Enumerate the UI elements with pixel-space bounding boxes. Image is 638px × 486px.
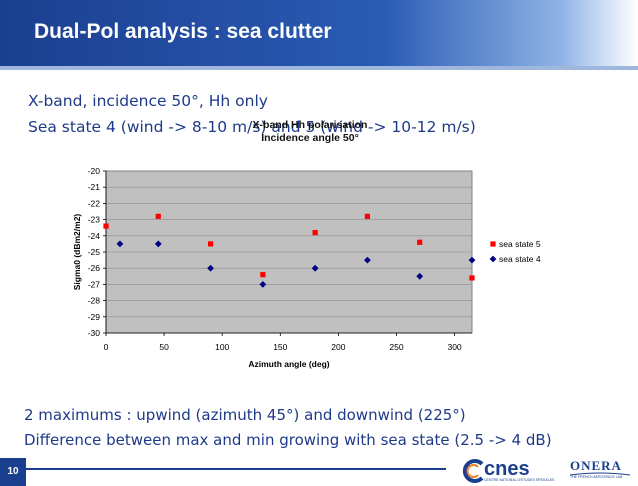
point-series-1 (417, 239, 423, 245)
cnes-logo-icon (462, 459, 484, 483)
intro-line-2: Sea state 4 (wind -> 8-10 m/s) and 5 (wi… (28, 118, 476, 136)
legend-marker-series-1 (490, 241, 496, 247)
onera-logo-text: ONERA (570, 458, 622, 473)
x-tick-label: 300 (447, 342, 461, 352)
y-tick-label: -22 (88, 198, 101, 208)
x-tick-label: 100 (215, 342, 229, 352)
point-series-2 (416, 272, 424, 280)
onera-logo-subtitle: THE FRENCH AEROSPACE LAB (570, 475, 623, 479)
y-axis-label: Sigma0 (dBm2/m2) (72, 214, 82, 291)
legend-label-series-2: sea state 4 (499, 254, 541, 264)
title-separator (0, 66, 638, 70)
point-series-2 (154, 240, 162, 248)
point-series-1 (312, 229, 318, 236)
point-series-2 (364, 256, 371, 264)
cnes-logo-text: cnes (484, 458, 530, 480)
intro-line-1: X-band, incidence 50°, Hh only (28, 92, 268, 110)
cnes-logo: cnes CENTRE NATIONAL D'ÉTUDES SPATIALES (462, 458, 558, 486)
x-tick-label: 50 (159, 342, 169, 352)
point-series-1 (103, 223, 109, 229)
footer-line (26, 468, 446, 470)
title-bar: Dual-Pol analysis : sea clutter (0, 0, 638, 66)
y-tick-label: -30 (88, 328, 101, 338)
slide-title: Dual-Pol analysis : sea clutter (34, 20, 332, 43)
y-tick-label: -25 (88, 247, 101, 257)
point-series-1 (364, 213, 371, 219)
onera-logo: ONERA THE FRENCH AEROSPACE LAB (566, 458, 632, 486)
point-series-1 (260, 272, 266, 278)
y-tick-label: -27 (88, 279, 101, 289)
x-tick-label: 200 (331, 342, 345, 352)
x-tick-label: 250 (389, 342, 403, 352)
cnes-logo-subtitle: CENTRE NATIONAL D'ÉTUDES SPATIALES (484, 478, 555, 482)
chart-title: X-band Hh polarisation Incidence angle 5… (230, 119, 390, 145)
chart-title-line-2: Incidence angle 50° (261, 132, 359, 144)
y-tick-label: -24 (88, 231, 101, 241)
footer (0, 455, 638, 486)
y-tick-label: -28 (88, 296, 101, 306)
page-number: 10 (0, 458, 26, 486)
legend-label-series-1: sea state 5 (499, 239, 541, 249)
x-tick-label: 150 (273, 342, 287, 352)
point-series-1 (469, 275, 475, 281)
legend-marker-series-2 (489, 255, 497, 263)
point-series-2 (468, 256, 476, 264)
x-tick-label: 0 (104, 342, 109, 352)
conclusion-line-2: Difference between max and min growing w… (24, 431, 552, 449)
point-series-1 (207, 241, 214, 247)
y-tick-label: -23 (88, 215, 101, 225)
point-series-1 (155, 213, 161, 219)
chart-title-line-1: X-band Hh polarisation (252, 119, 368, 131)
onera-logo-swoosh (570, 472, 630, 476)
point-series-2 (207, 264, 214, 272)
y-tick-label: -20 (88, 166, 101, 176)
point-series-2 (311, 264, 319, 272)
point-series-2 (259, 281, 267, 288)
y-tick-label: -26 (88, 263, 101, 273)
conclusion-line-1: 2 maximums : upwind (azimuth 45°) and do… (24, 406, 466, 424)
y-tick-label: -21 (88, 182, 101, 192)
y-tick-label: -29 (88, 312, 101, 322)
x-axis-label: Azimuth angle (deg) (248, 359, 329, 369)
point-series-2 (116, 240, 124, 248)
